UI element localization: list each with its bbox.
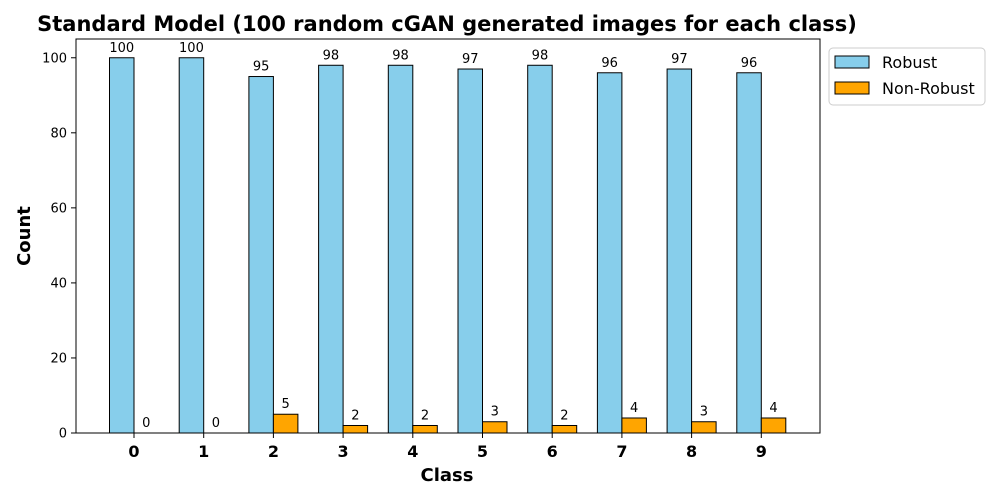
data-label-robust-4: 98: [392, 48, 409, 63]
legend-swatch-robust: [834, 55, 870, 69]
data-labels-group: 100 100 95 98 98 97 98 96 97 96 0 0 5 2 2 3 2 4 3 4: [109, 41, 777, 431]
data-label-robust-7: 96: [601, 56, 618, 71]
data-label-robust-9: 96: [741, 56, 758, 71]
bar-robust-0: [109, 57, 135, 434]
x-tick-label-7: 7: [616, 442, 627, 461]
data-label-non-robust-2: 5: [282, 397, 290, 412]
bar-robust-9: [736, 72, 762, 434]
bar-robust-4: [387, 64, 414, 434]
x-axis: 0 1 2 3 4 5 6 7 8 9: [128, 433, 767, 461]
x-tick-label-6: 6: [547, 442, 558, 461]
data-label-robust-3: 98: [323, 48, 340, 63]
y-tick-label-40: 40: [50, 276, 67, 291]
bars-group: [109, 57, 787, 434]
data-label-non-robust-7: 4: [630, 401, 638, 416]
x-axis-label: Class: [421, 465, 474, 486]
bar-robust-7: [596, 72, 623, 434]
bar-robust-1: [178, 57, 205, 434]
data-label-non-robust-4: 2: [421, 408, 429, 423]
bar-non-robust-6: [551, 424, 578, 434]
data-label-robust-0: 100: [109, 41, 134, 56]
x-tick-label-9: 9: [756, 442, 767, 461]
bar-non-robust-7: [621, 417, 647, 434]
data-label-non-robust-5: 3: [491, 405, 499, 420]
y-axis: 0 20 40 60 80 100: [42, 51, 76, 442]
y-axis-label: Count: [14, 206, 35, 266]
data-label-non-robust-3: 2: [351, 408, 359, 423]
y-tick-label-80: 80: [50, 126, 67, 141]
legend-label-robust: Robust: [882, 53, 937, 72]
bar-robust-3: [318, 64, 344, 434]
bar-robust-2: [248, 76, 274, 434]
data-label-non-robust-0: 0: [142, 416, 150, 431]
x-tick-label-0: 0: [128, 442, 139, 461]
data-label-non-robust-1: 0: [212, 416, 220, 431]
bar-non-robust-5: [482, 421, 508, 434]
legend: Robust Non-Robust: [828, 47, 986, 106]
legend-label-non-robust: Non-Robust: [882, 79, 975, 98]
bar-robust-8: [666, 68, 693, 434]
data-label-non-robust-6: 2: [560, 408, 568, 423]
data-label-non-robust-8: 3: [700, 405, 708, 420]
x-tick-label-5: 5: [477, 442, 488, 461]
x-tick-label-2: 2: [268, 442, 279, 461]
y-tick-label-20: 20: [50, 351, 67, 366]
x-tick-label-3: 3: [338, 442, 349, 461]
y-tick-label-60: 60: [50, 201, 67, 216]
bar-non-robust-3: [342, 424, 369, 434]
plot-frame: [75, 38, 821, 434]
bar-robust-5: [457, 68, 483, 434]
data-label-non-robust-9: 4: [769, 401, 777, 416]
data-label-robust-8: 97: [671, 52, 688, 67]
x-tick-label-1: 1: [198, 442, 209, 461]
bar-non-robust-9: [760, 417, 787, 434]
data-label-robust-2: 95: [253, 60, 270, 75]
chart-title: Standard Model (100 random cGAN generate…: [37, 12, 857, 36]
bar-robust-6: [527, 64, 553, 434]
data-label-robust-5: 97: [462, 52, 479, 67]
bar-non-robust-8: [691, 421, 717, 434]
bar-non-robust-2: [272, 413, 299, 434]
legend-swatch-non-robust: [834, 81, 870, 95]
data-label-robust-6: 98: [532, 48, 549, 63]
data-label-robust-1: 100: [179, 41, 204, 56]
y-tick-label-0: 0: [59, 427, 67, 442]
x-tick-label-4: 4: [407, 442, 418, 461]
y-tick-label-100: 100: [42, 51, 67, 66]
bar-non-robust-4: [412, 424, 438, 434]
x-tick-label-8: 8: [686, 442, 697, 461]
